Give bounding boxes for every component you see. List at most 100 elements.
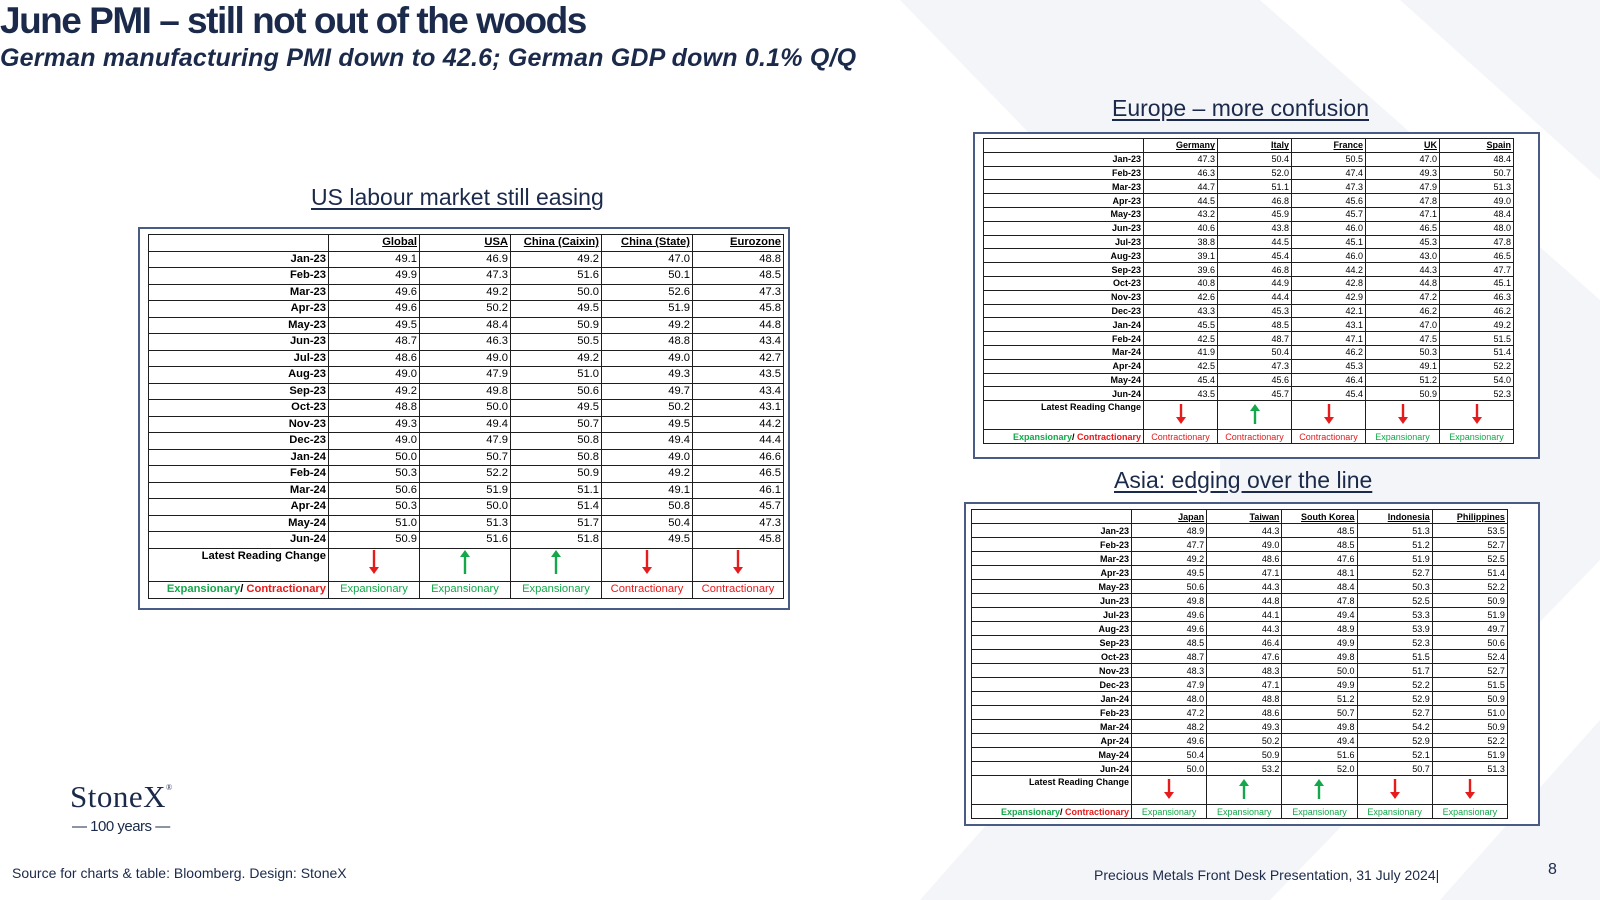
pmi-value: 47.4 (1291, 165, 1366, 181)
row-label: Feb-23 (983, 165, 1144, 181)
pmi-value: 47.9 (419, 366, 511, 384)
pmi-value: 49.4 (419, 415, 511, 433)
arrow-down-icon (1175, 403, 1187, 427)
pmi-value: 47.3 (692, 283, 784, 301)
pmi-value: 51.2 (1356, 537, 1433, 552)
pmi-value: 46.3 (1439, 289, 1514, 305)
pmi-value: 49.0 (601, 349, 693, 367)
change-cell (1439, 400, 1514, 431)
pmi-value: 50.9 (510, 465, 602, 483)
pmi-value: 51.8 (510, 531, 602, 549)
pmi-value: 48.7 (328, 333, 420, 351)
pmi-value: 53.2 (1206, 761, 1283, 776)
pmi-value: 46.9 (419, 250, 511, 268)
column-header: France (1291, 138, 1366, 153)
change-cell (1217, 400, 1292, 431)
status-row: Expansionary/ Contractionary Expansionary… (971, 804, 1508, 819)
row-label: May-23 (983, 206, 1144, 222)
table-row: Apr-24 49.6 50.2 49.4 52.9 52.2 (971, 733, 1508, 748)
column-header: Spain (1439, 138, 1514, 153)
pmi-value: 44.9 (1217, 275, 1292, 291)
table-row: Dec-23 47.9 47.1 49.9 52.2 51.5 (971, 677, 1508, 692)
pmi-value: 51.9 (1356, 551, 1433, 566)
row-label: Aug-23 (971, 621, 1132, 636)
pmi-value: 51.9 (419, 481, 511, 499)
status-badge: Expansionary (1365, 429, 1440, 445)
pmi-value: 49.2 (1439, 317, 1514, 333)
row-label: Oct-23 (971, 649, 1132, 664)
table-header-row: Germany Italy France UK Spain (983, 138, 1514, 153)
row-label: Jul-23 (971, 607, 1132, 622)
row-label: Jan-23 (983, 151, 1144, 167)
pmi-value: 49.2 (328, 382, 420, 400)
pmi-value: 47.8 (1439, 234, 1514, 250)
change-cell (1356, 775, 1433, 805)
table-row: Feb-24 42.5 48.7 47.1 47.5 51.5 (983, 331, 1514, 346)
pmi-value: 50.9 (1431, 719, 1508, 734)
row-label: Jul-23 (983, 234, 1144, 250)
pmi-value: 44.3 (1206, 621, 1283, 636)
pmi-value: 54.0 (1439, 372, 1514, 388)
pmi-value: 49.5 (510, 399, 602, 417)
table-row: Aug-23 49.6 44.3 48.9 53.9 49.7 (971, 621, 1508, 636)
pmi-value: 45.3 (1217, 303, 1292, 319)
pmi-value: 40.8 (1143, 275, 1218, 291)
table-row: Jun-23 49.8 44.8 47.8 52.5 50.9 (971, 593, 1508, 608)
europe-pmi-table: Germany Italy France UK Spain Jan-23 47.3 50.4 5… (983, 138, 1514, 445)
row-label: Mar-23 (971, 551, 1132, 566)
pmi-value: 49.5 (1130, 565, 1208, 580)
pmi-value: 38.8 (1143, 234, 1218, 250)
pmi-value: 48.4 (1281, 579, 1358, 594)
pmi-value: 53.5 (1431, 523, 1508, 538)
table-row: Oct-23 48.8 50.0 49.5 50.2 43.1 (148, 399, 784, 417)
pmi-value: 48.0 (1439, 220, 1514, 236)
pmi-value: 47.3 (1143, 151, 1218, 167)
pmi-value: 47.0 (1365, 151, 1440, 167)
pmi-value: 50.3 (328, 465, 420, 483)
row-label: May-24 (971, 747, 1132, 762)
pmi-value: 49.2 (510, 250, 602, 268)
row-label: May-23 (971, 579, 1132, 594)
pmi-value: 49.3 (1365, 165, 1440, 181)
row-label: Oct-23 (148, 399, 329, 417)
pmi-value: 50.4 (1130, 747, 1208, 762)
table-row: Aug-23 39.1 45.4 46.0 43.0 46.5 (983, 248, 1514, 264)
pmi-value: 47.1 (1206, 565, 1283, 580)
status-badge: Expansionary (419, 580, 511, 599)
status-legend: Expansionary/ Contractionary (971, 804, 1132, 819)
column-header: USA (419, 234, 511, 252)
pmi-value: 44.7 (1143, 179, 1218, 195)
arrow-down-icon (640, 550, 654, 579)
pmi-value: 45.1 (1439, 275, 1514, 291)
pmi-value: 51.0 (1431, 705, 1508, 720)
pmi-value: 44.2 (692, 415, 784, 433)
pmi-value: 47.9 (419, 432, 511, 450)
pmi-value: 50.9 (1365, 386, 1440, 402)
pmi-value: 49.6 (328, 283, 420, 301)
table-row: Jul-23 49.6 44.1 49.4 53.3 51.9 (971, 607, 1508, 622)
pmi-value: 52.2 (419, 465, 511, 483)
table-row: Apr-23 49.5 47.1 48.1 52.7 51.4 (971, 565, 1508, 580)
column-header: South Korea (1281, 509, 1358, 524)
pmi-value: 49.2 (1130, 551, 1208, 566)
pmi-value: 48.3 (1130, 663, 1208, 678)
change-cell (1431, 775, 1508, 805)
table-row: Jan-24 48.0 48.8 51.2 52.9 50.9 (971, 691, 1508, 706)
pmi-value: 51.3 (1439, 179, 1514, 195)
pmi-value: 48.9 (1281, 621, 1358, 636)
change-cell (1206, 775, 1283, 805)
pmi-value: 45.5 (1143, 317, 1218, 333)
change-cell (1291, 400, 1366, 431)
pmi-value: 51.7 (510, 514, 602, 532)
column-header: Indonesia (1356, 509, 1433, 524)
status-row: Expansionary/ Contractionary Contractiona… (983, 429, 1514, 445)
pmi-value: 40.6 (1143, 220, 1218, 236)
row-label: Jun-23 (971, 593, 1132, 608)
pmi-value: 47.9 (1365, 179, 1440, 195)
pmi-value: 52.2 (1431, 733, 1508, 748)
latest-change-label: Latest Reading Change (148, 547, 329, 582)
pmi-value: 44.3 (1365, 262, 1440, 277)
pmi-value: 49.5 (328, 316, 420, 334)
status-badge: Expansionary (328, 580, 420, 599)
row-label: Feb-24 (148, 465, 329, 483)
